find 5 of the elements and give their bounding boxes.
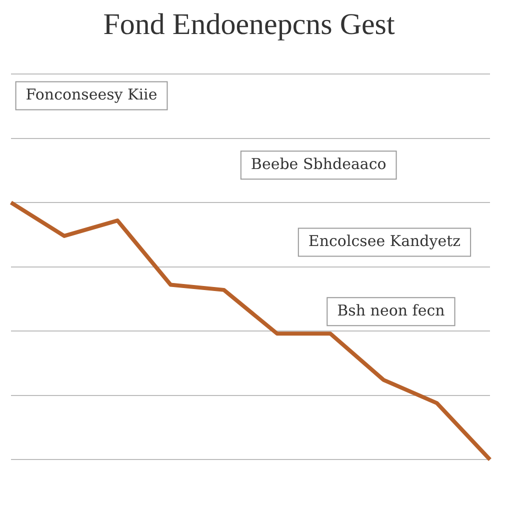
annotation: Bsh neon fecn [337, 302, 446, 320]
text: Beebe Sbhdeaaco [250, 155, 386, 174]
chart-title: Fond Endoenepcns Gest [103, 8, 396, 41]
text: Fonconseesy Kiie [26, 86, 158, 104]
annotation: Encolcsee Kandyetz [308, 232, 461, 250]
